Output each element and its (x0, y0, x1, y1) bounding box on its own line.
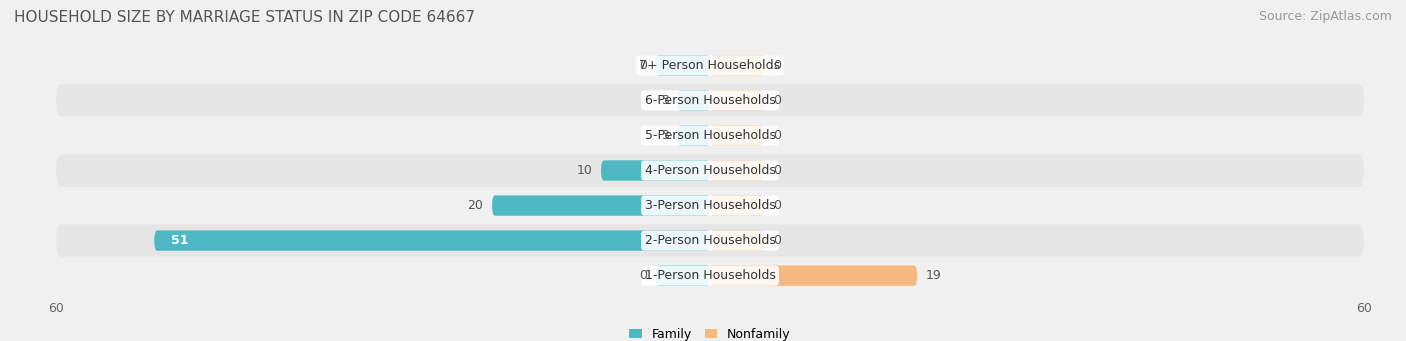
Text: 7+ Person Households: 7+ Person Households (640, 59, 780, 72)
FancyBboxPatch shape (655, 266, 710, 286)
FancyBboxPatch shape (710, 90, 765, 110)
Text: HOUSEHOLD SIZE BY MARRIAGE STATUS IN ZIP CODE 64667: HOUSEHOLD SIZE BY MARRIAGE STATUS IN ZIP… (14, 10, 475, 25)
FancyBboxPatch shape (602, 160, 710, 181)
FancyBboxPatch shape (56, 84, 1364, 117)
Text: 0: 0 (773, 234, 782, 247)
FancyBboxPatch shape (56, 154, 1364, 187)
FancyBboxPatch shape (710, 195, 765, 216)
Text: 3: 3 (661, 94, 669, 107)
FancyBboxPatch shape (710, 160, 765, 181)
Text: 0: 0 (638, 269, 647, 282)
Text: 3-Person Households: 3-Person Households (644, 199, 776, 212)
Text: 2-Person Households: 2-Person Households (644, 234, 776, 247)
Text: 51: 51 (170, 234, 188, 247)
Text: 4-Person Households: 4-Person Households (644, 164, 776, 177)
Text: 0: 0 (773, 129, 782, 142)
Text: 19: 19 (925, 269, 942, 282)
Text: 0: 0 (773, 164, 782, 177)
FancyBboxPatch shape (56, 119, 1364, 151)
Text: 5-Person Households: 5-Person Households (644, 129, 776, 142)
FancyBboxPatch shape (710, 55, 765, 75)
Text: 0: 0 (773, 59, 782, 72)
Text: Source: ZipAtlas.com: Source: ZipAtlas.com (1258, 10, 1392, 23)
Text: 10: 10 (576, 164, 592, 177)
Text: 3: 3 (661, 129, 669, 142)
Text: 0: 0 (638, 59, 647, 72)
FancyBboxPatch shape (56, 49, 1364, 81)
FancyBboxPatch shape (678, 90, 710, 110)
Text: 0: 0 (773, 94, 782, 107)
FancyBboxPatch shape (710, 231, 765, 251)
Text: 1-Person Households: 1-Person Households (644, 269, 776, 282)
FancyBboxPatch shape (56, 189, 1364, 222)
FancyBboxPatch shape (710, 266, 917, 286)
Text: 0: 0 (773, 199, 782, 212)
FancyBboxPatch shape (710, 125, 765, 146)
FancyBboxPatch shape (492, 195, 710, 216)
Legend: Family, Nonfamily: Family, Nonfamily (630, 328, 790, 341)
FancyBboxPatch shape (155, 231, 710, 251)
FancyBboxPatch shape (655, 55, 710, 75)
Text: 20: 20 (468, 199, 484, 212)
FancyBboxPatch shape (56, 224, 1364, 257)
FancyBboxPatch shape (678, 125, 710, 146)
FancyBboxPatch shape (56, 260, 1364, 292)
Text: 6-Person Households: 6-Person Households (644, 94, 776, 107)
